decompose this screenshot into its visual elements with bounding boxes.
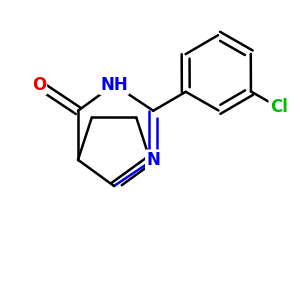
Text: NH: NH [100,76,128,94]
Text: O: O [32,76,46,94]
Text: Cl: Cl [270,98,288,116]
Text: N: N [146,151,160,169]
